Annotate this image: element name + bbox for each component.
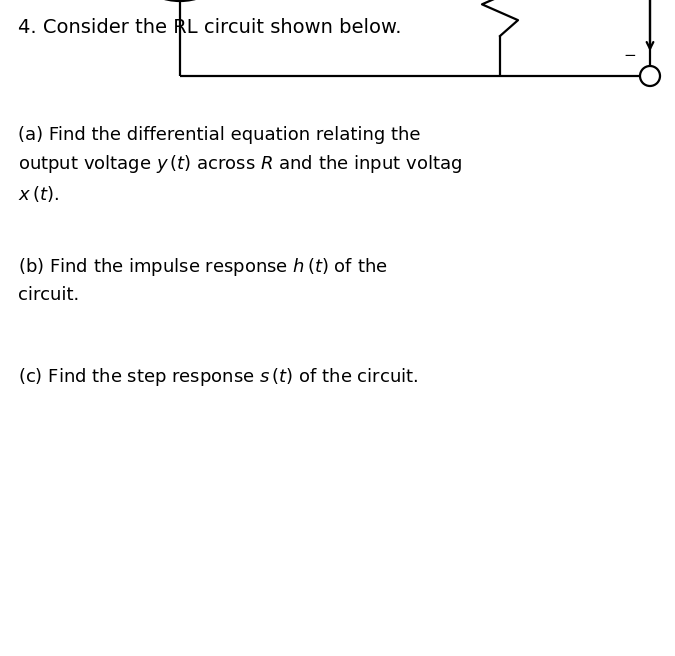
Text: (b) Find the impulse response $h\,(t)$ of the
circuit.: (b) Find the impulse response $h\,(t)$ o… — [18, 256, 387, 304]
Text: 4. Consider the RL circuit shown below.: 4. Consider the RL circuit shown below. — [18, 18, 402, 37]
Text: $-$: $-$ — [624, 47, 637, 62]
Circle shape — [640, 66, 660, 86]
Text: (a) Find the differential equation relating the
output voltage $y\,(t)$ across $: (a) Find the differential equation relat… — [18, 126, 462, 203]
Text: (c) Find the step response $s\,(t)$ of the circuit.: (c) Find the step response $s\,(t)$ of t… — [18, 366, 418, 388]
